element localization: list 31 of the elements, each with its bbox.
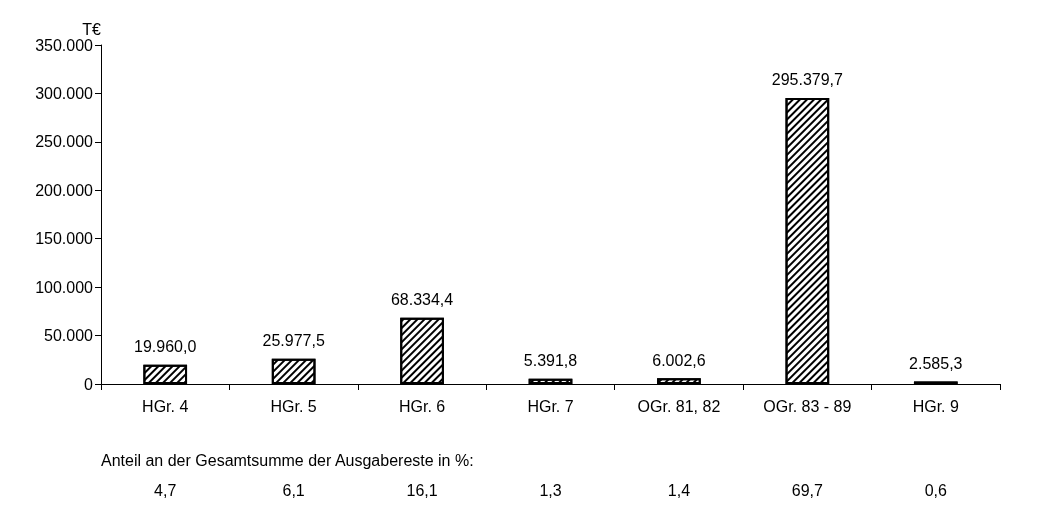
data-label: 25.977,5	[262, 332, 325, 350]
text: 16,1	[406, 481, 438, 499]
y-tick-label: 50.000	[44, 327, 94, 345]
text: 1,3	[539, 481, 562, 499]
text: 4,7	[154, 481, 177, 499]
data-label: 295.379,7	[771, 71, 844, 89]
data-label: 5.391,8	[523, 352, 578, 370]
text: 0,6	[924, 481, 947, 499]
y-axis-title: T€	[82, 20, 102, 38]
x-tick-label: HGr. 5	[270, 397, 317, 415]
x-tick-label: OGr. 83 - 89	[763, 397, 852, 415]
x-tick-label: HGr. 4	[142, 397, 189, 415]
text: Anteil an der Gesamtsumme der Ausgabereste in %:	[101, 451, 474, 469]
data-label: 6.002,6	[652, 351, 706, 369]
data-label: 68.334,4	[390, 291, 454, 309]
text: 1,4	[667, 481, 691, 499]
data-label: 2.585,3	[909, 355, 963, 372]
x-tick-label: HGr. 6	[398, 397, 446, 415]
x-tick-label: OGr. 81, 82	[637, 397, 721, 415]
y-tick-label: 0	[84, 375, 94, 393]
text: 6,1	[282, 481, 305, 499]
y-tick-label: 250.000	[35, 133, 94, 151]
text: 69,7	[791, 481, 824, 499]
y-tick-label: 150.000	[35, 230, 94, 248]
y-tick-label: 100.000	[35, 278, 94, 296]
data-label: 19.960,0	[134, 338, 197, 356]
y-tick-label: 200.000	[35, 181, 94, 199]
y-tick-label: 350.000	[35, 36, 94, 54]
y-tick-label: 300.000	[35, 84, 94, 102]
x-tick-label: HGr. 7	[527, 397, 574, 415]
x-tick-label: HGr. 9	[912, 397, 959, 415]
